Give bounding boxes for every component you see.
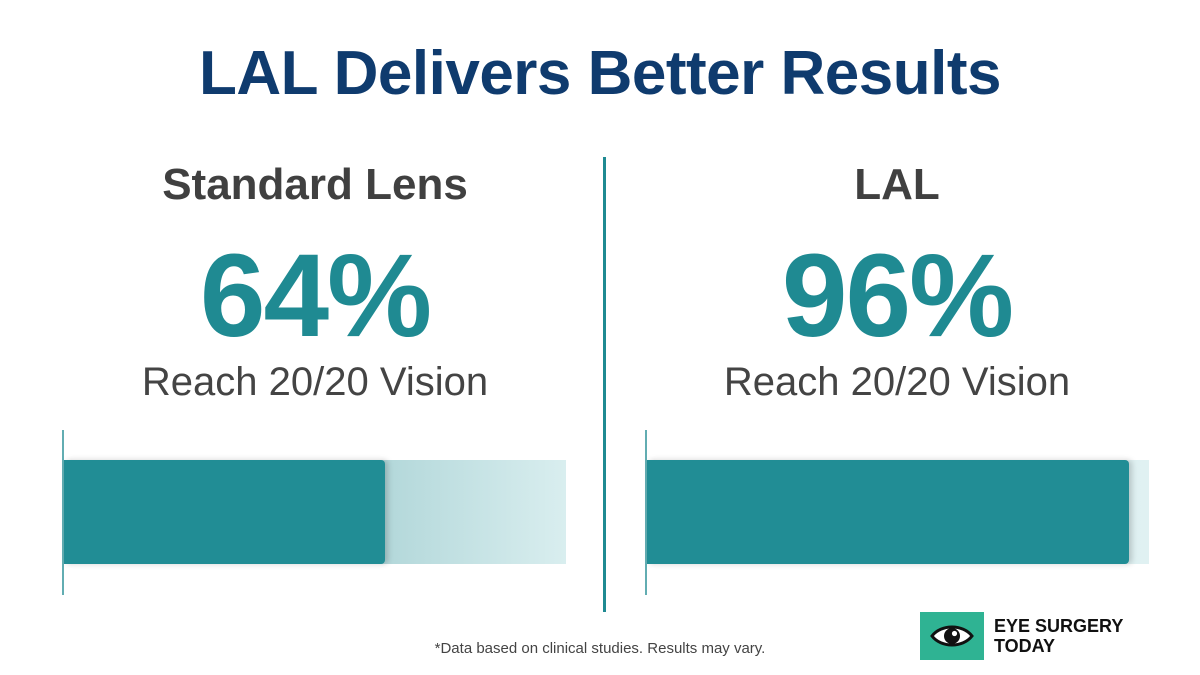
logo-line-1: EYE SURGERY [994, 616, 1124, 636]
logo-wordmark: EYE SURGERY TODAY [994, 616, 1123, 656]
chart-title: LAL Delivers Better Results [199, 39, 1001, 108]
panel-lal: LAL 96% Reach 20/20 Vision [600, 0, 1200, 675]
category-label-lal: LAL [854, 160, 940, 209]
panel-standard-lens: Standard Lens 64% Reach 20/20 Vision [62, 160, 566, 595]
bar-track-lal [647, 460, 1149, 564]
logo-line-2: TODAY [994, 636, 1056, 656]
caption-lal: Reach 20/20 Vision [723, 360, 1071, 404]
bar-track-standard-lens [64, 460, 566, 564]
bar-baseline-lal [645, 430, 647, 595]
bar-standard-lens [64, 460, 386, 564]
bar-lal [647, 460, 1129, 564]
caption-standard-lens: Reach 20/20 Vision [141, 360, 489, 404]
category-label-standard-lens: Standard Lens [162, 160, 468, 209]
value-label-standard-lens: 64% [199, 230, 432, 362]
eye-icon [920, 612, 984, 660]
value-label-lal: 96% [781, 230, 1014, 362]
footnote: *Data based on clinical studies. Results… [434, 640, 766, 657]
panel-divider [603, 157, 606, 612]
bar-baseline-standard-lens [62, 430, 64, 595]
brand-logo: EYE SURGERY TODAY [920, 612, 1123, 660]
